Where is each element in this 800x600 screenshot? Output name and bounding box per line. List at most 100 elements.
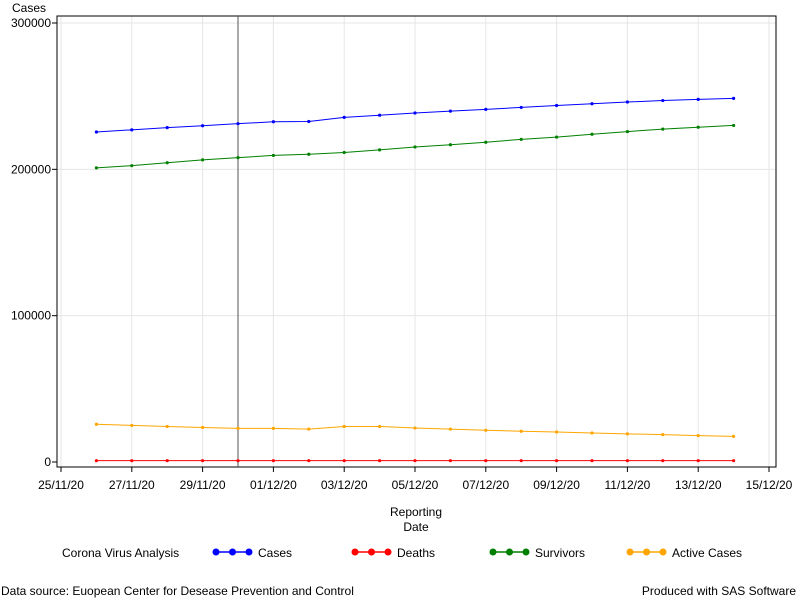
legend-label: Deaths xyxy=(397,546,435,560)
data-point xyxy=(271,426,275,430)
data-point xyxy=(413,426,417,430)
data-point xyxy=(732,459,736,463)
data-point xyxy=(378,148,382,152)
data-point xyxy=(94,130,98,134)
x-tick-label: 05/12/20 xyxy=(392,478,439,492)
data-point xyxy=(625,129,630,134)
legend-swatch-marker xyxy=(659,548,667,556)
legend-swatch-marker xyxy=(626,548,634,556)
legend-swatch-marker xyxy=(351,548,359,556)
data-point xyxy=(165,126,169,130)
data-point xyxy=(484,140,488,144)
x-tick-label: 11/12/20 xyxy=(604,478,650,492)
data-point xyxy=(94,459,98,463)
software-credit-footnote: Produced with SAS Software xyxy=(641,584,796,598)
data-point xyxy=(696,434,700,438)
data-point xyxy=(555,430,559,434)
data-point xyxy=(165,424,169,429)
data-point xyxy=(342,150,346,155)
data-point xyxy=(732,96,736,100)
data-point xyxy=(130,164,134,168)
y-tick-label: 100000 xyxy=(11,309,51,323)
data-point xyxy=(590,459,594,463)
series-group xyxy=(94,96,736,463)
data-point xyxy=(271,153,275,158)
x-tick-label: 13/12/20 xyxy=(675,478,722,492)
data-point xyxy=(342,459,346,463)
legend-label: Active Cases xyxy=(672,546,742,560)
x-tick-label: 15/12/20 xyxy=(746,478,793,492)
data-point xyxy=(732,434,736,438)
x-tick-label: 27/11/20 xyxy=(109,478,155,492)
data-point xyxy=(696,97,700,101)
data-point xyxy=(201,124,205,128)
data-point xyxy=(625,432,630,436)
data-point xyxy=(130,128,134,132)
data-point xyxy=(519,105,523,110)
data-point xyxy=(307,152,311,156)
data-point xyxy=(307,427,311,431)
data-point xyxy=(448,459,452,463)
x-axis-title-line-1: Reporting xyxy=(390,505,442,519)
data-point xyxy=(661,459,665,463)
data-point xyxy=(378,113,382,117)
data-point xyxy=(236,426,240,430)
data-point xyxy=(201,425,205,430)
data-point xyxy=(307,119,311,124)
axes: 0 100000 200000 300000 25/11/20 27/11/20 29/11… xyxy=(11,16,793,492)
legend-swatch-marker xyxy=(489,548,497,556)
legend-swatch-marker xyxy=(229,548,236,556)
data-point xyxy=(378,459,382,463)
legend-swatch-marker xyxy=(384,548,392,556)
data-point xyxy=(165,161,169,165)
data-point xyxy=(696,125,700,129)
data-point xyxy=(378,424,382,429)
data-point xyxy=(342,115,346,119)
data-point xyxy=(94,422,98,426)
data-point xyxy=(555,103,559,108)
data-point xyxy=(519,137,523,141)
legend-swatch-marker xyxy=(212,548,220,556)
data-point xyxy=(448,109,452,113)
data-point xyxy=(696,459,700,463)
x-tick-label: 25/11/20 xyxy=(38,478,84,492)
data-point xyxy=(590,102,594,106)
legend: Corona Virus Analysis Cases Deaths Survivo… xyxy=(62,546,742,560)
x-tick-label: 03/12/20 xyxy=(321,478,368,492)
data-point xyxy=(519,459,523,463)
legend-swatch-marker xyxy=(506,548,513,556)
x-tick-label: 07/12/20 xyxy=(462,478,509,492)
data-point xyxy=(732,123,736,128)
grid-lines xyxy=(57,16,776,467)
data-point xyxy=(661,98,665,103)
data-point xyxy=(661,433,665,437)
data-source-footnote: Data source: Euopean Center for Desease … xyxy=(1,584,354,598)
data-point xyxy=(555,135,559,139)
x-tick-label: 09/12/20 xyxy=(533,478,580,492)
data-point xyxy=(661,127,665,131)
data-point xyxy=(590,132,594,136)
data-point xyxy=(236,459,240,463)
legend-label: Cases xyxy=(258,546,292,560)
data-point xyxy=(201,158,205,162)
data-point xyxy=(519,429,523,433)
legend-swatch-marker xyxy=(368,548,375,556)
data-point xyxy=(484,459,488,463)
data-point xyxy=(555,459,559,463)
legend-title: Corona Virus Analysis xyxy=(62,546,179,560)
data-point xyxy=(271,459,275,463)
x-tick-label: 29/11/20 xyxy=(180,478,226,492)
data-point xyxy=(201,459,205,463)
data-point xyxy=(236,122,240,126)
data-point xyxy=(342,424,346,429)
data-point xyxy=(413,145,417,149)
data-point xyxy=(130,423,134,428)
data-point xyxy=(413,459,417,463)
legend-swatch-marker xyxy=(522,548,530,556)
data-point xyxy=(590,431,594,435)
legend-swatch-marker xyxy=(245,548,253,556)
data-point xyxy=(625,459,630,463)
data-point xyxy=(165,459,169,463)
data-point xyxy=(484,107,488,111)
